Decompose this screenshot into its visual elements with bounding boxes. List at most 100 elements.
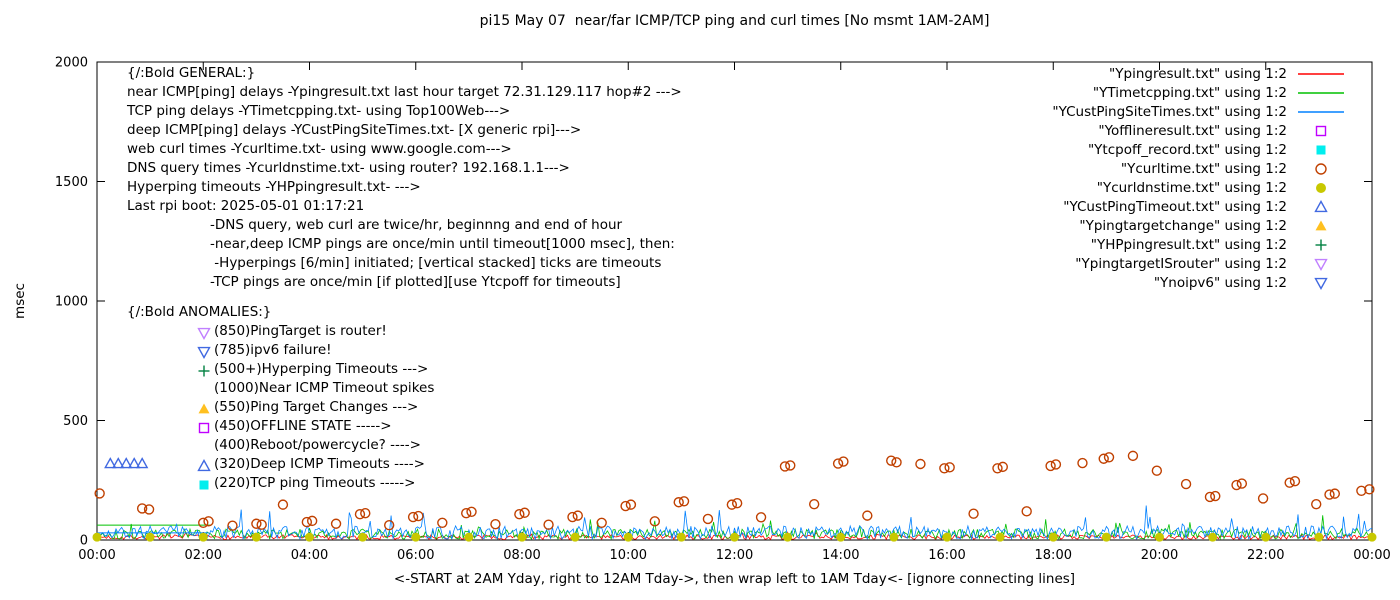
general-note-line: -Hyperpings [6/min] initiated; [vertical… bbox=[210, 255, 662, 271]
legend-label: "Ytcpoff_record.txt" using 1:2 bbox=[1087, 141, 1287, 158]
y-tick-label: 500 bbox=[63, 414, 88, 429]
anomalies-annotation-block: {/:Bold ANOMALIES:} (850)PingTarget is r… bbox=[127, 303, 434, 493]
general-notes: -DNS query, web curl are twice/hr, begin… bbox=[127, 216, 682, 292]
nabla-open-icon bbox=[1314, 277, 1328, 290]
general-line: web curl times -Ycurltime.txt- using www… bbox=[127, 141, 512, 157]
anomaly-item: (220)TCP ping Timeouts -----> bbox=[197, 474, 434, 493]
anomaly-text: (1000)Near ICMP Timeout spikes bbox=[214, 380, 435, 396]
anomaly-item: (550)Ping Target Changes ---> bbox=[197, 398, 434, 417]
x-tick-label: 00:00 bbox=[78, 548, 115, 563]
plus-icon bbox=[1315, 239, 1327, 250]
series-Ycurldnstime.txt bbox=[92, 532, 1377, 542]
legend: "Ypingresult.txt" using 1:2 "YTimetcpping… bbox=[1052, 64, 1345, 292]
square-filled-icon bbox=[1316, 145, 1326, 154]
anomaly-items: (850)PingTarget is router! (785)ipv6 fail… bbox=[127, 322, 434, 493]
general-lines: near ICMP[ping] delays -Ypingresult.txt … bbox=[127, 83, 682, 216]
anomaly-text: (450)OFFLINE STATE -----> bbox=[214, 418, 392, 434]
anomalies-heading: {/:Bold ANOMALIES:} bbox=[127, 304, 272, 320]
general-line: DNS query times -Ycurldnstime.txt- using… bbox=[127, 160, 570, 176]
x-tick-label: 12:00 bbox=[716, 548, 753, 563]
x-tick-label: 02:00 bbox=[185, 548, 222, 563]
anomaly-item: (400)Reboot/powercycle? ----> bbox=[197, 436, 434, 455]
series-Ypingresult.txt bbox=[96, 531, 1373, 541]
triangle-open-icon bbox=[1314, 199, 1328, 212]
series-YCustPingSiteTimes.txt bbox=[96, 505, 1373, 541]
x-axis-label: <-START at 2AM Yday, right to 12AM Tday-… bbox=[393, 571, 1076, 587]
legend-label: "Yofflineresult.txt" using 1:2 bbox=[1098, 122, 1287, 139]
anomaly-item: (785)ipv6 failure! bbox=[197, 341, 434, 360]
no-icon bbox=[197, 381, 211, 397]
y-tick-label: 1500 bbox=[55, 175, 88, 190]
legend-label: "YpingtargetISrouter" using 1:2 bbox=[1075, 255, 1287, 272]
general-note-line: -DNS query, web curl are twice/hr, begin… bbox=[210, 217, 623, 233]
legend-label: "Ynoipv6" using 1:2 bbox=[1153, 274, 1287, 291]
legend-label: "Ycurldnstime.txt" using 1:2 bbox=[1096, 179, 1287, 196]
x-tick-label: 22:00 bbox=[1247, 548, 1284, 563]
legend-label: "Ypingtargetchange" using 1:2 bbox=[1079, 217, 1287, 234]
anomaly-text: (785)ipv6 failure! bbox=[214, 342, 332, 358]
no-icon bbox=[197, 438, 211, 454]
x-tick-label: 08:00 bbox=[503, 548, 540, 563]
legend-label: "YHPpingresult.txt" using 1:2 bbox=[1090, 236, 1287, 253]
square-open-icon bbox=[1315, 125, 1327, 136]
legend-item: "YTimetcpping.txt" using 1:2 bbox=[1052, 83, 1345, 102]
nabla-open-icon bbox=[197, 327, 211, 340]
square-open-icon bbox=[198, 422, 210, 433]
line-icon bbox=[1298, 72, 1344, 75]
legend-item: "YHPpingresult.txt" using 1:2 bbox=[1052, 235, 1345, 254]
anomaly-item: (320)Deep ICMP Timeouts ----> bbox=[197, 455, 434, 474]
general-line: Last rpi boot: 2025-05-01 01:17:21 bbox=[127, 198, 365, 214]
x-tick-label: 20:00 bbox=[1141, 548, 1178, 563]
anomaly-text: (400)Reboot/powercycle? ----> bbox=[214, 437, 421, 453]
triangle-filled-icon bbox=[198, 403, 210, 413]
legend-item: "Ynoipv6" using 1:2 bbox=[1052, 273, 1345, 292]
legend-item: "Yofflineresult.txt" using 1:2 bbox=[1052, 121, 1345, 140]
legend-label: "Ypingresult.txt" using 1:2 bbox=[1109, 65, 1287, 82]
legend-item: "Ycurltime.txt" using 1:2 bbox=[1052, 159, 1345, 178]
general-note-line: -near,deep ICMP pings are once/min until… bbox=[210, 236, 675, 252]
x-tick-label: 04:00 bbox=[291, 548, 328, 563]
y-tick-label: 1000 bbox=[55, 295, 88, 310]
x-tick-label: 06:00 bbox=[397, 548, 434, 563]
nabla-open-icon bbox=[1314, 258, 1328, 271]
general-line: deep ICMP[ping] delays -YCustPingSiteTim… bbox=[127, 122, 582, 138]
legend-item: "YCustPingTimeout.txt" using 1:2 bbox=[1052, 197, 1345, 216]
triangle-filled-icon bbox=[1315, 220, 1327, 230]
y-axis-label: msec bbox=[12, 283, 28, 319]
y-tick-label: 0 bbox=[80, 534, 88, 549]
anomaly-item: (500+)Hyperping Timeouts ---> bbox=[197, 360, 434, 379]
anomaly-text: (550)Ping Target Changes ---> bbox=[214, 399, 419, 415]
circle-filled-icon bbox=[1316, 182, 1326, 193]
x-tick-label: 10:00 bbox=[610, 548, 647, 563]
legend-item: "Ycurldnstime.txt" using 1:2 bbox=[1052, 178, 1345, 197]
anomaly-text: (500+)Hyperping Timeouts ---> bbox=[214, 361, 429, 377]
general-line: near ICMP[ping] delays -Ypingresult.txt … bbox=[127, 84, 682, 100]
nabla-open-icon bbox=[197, 346, 211, 359]
circle-open-icon bbox=[1315, 162, 1327, 175]
chart-title: pi15 May 07 near/far ICMP/TCP ping and c… bbox=[479, 13, 990, 29]
legend-item: "Ytcpoff_record.txt" using 1:2 bbox=[1052, 140, 1345, 159]
legend-label: "Ycurltime.txt" using 1:2 bbox=[1120, 160, 1287, 177]
legend-label: "YCustPingSiteTimes.txt" using 1:2 bbox=[1052, 103, 1287, 120]
general-note-line: -TCP pings are once/min [if plotted][use… bbox=[210, 274, 621, 290]
anomaly-text: (320)Deep ICMP Timeouts ----> bbox=[214, 456, 425, 472]
anomaly-text: (220)TCP ping Timeouts -----> bbox=[214, 475, 416, 491]
x-tick-label: 00:00 bbox=[1353, 548, 1390, 563]
plus-icon bbox=[198, 365, 210, 376]
line-icon bbox=[1298, 110, 1344, 113]
legend-item: "Ypingresult.txt" using 1:2 bbox=[1052, 64, 1345, 83]
legend-item: "YpingtargetISrouter" using 1:2 bbox=[1052, 254, 1345, 273]
legend-item: "Ypingtargetchange" using 1:2 bbox=[1052, 216, 1345, 235]
line-icon bbox=[1298, 91, 1344, 94]
general-line: Hyperping timeouts -YHPpingresult.txt- -… bbox=[127, 179, 421, 195]
legend-label: "YCustPingTimeout.txt" using 1:2 bbox=[1063, 198, 1287, 215]
legend-label: "YTimetcpping.txt" using 1:2 bbox=[1092, 84, 1287, 101]
general-line: TCP ping delays -YTimetcpping.txt- using… bbox=[127, 103, 511, 119]
y-tick-label: 2000 bbox=[55, 56, 88, 71]
anomaly-text: (850)PingTarget is router! bbox=[214, 323, 387, 339]
general-annotation-block: {/:Bold GENERAL:} near ICMP[ping] delays… bbox=[127, 64, 682, 292]
square-filled-icon bbox=[199, 480, 209, 489]
legend-item: "YCustPingSiteTimes.txt" using 1:2 bbox=[1052, 102, 1345, 121]
anomaly-item: (1000)Near ICMP Timeout spikes bbox=[197, 379, 434, 398]
series-YTimetcpping.txt bbox=[96, 515, 1373, 541]
